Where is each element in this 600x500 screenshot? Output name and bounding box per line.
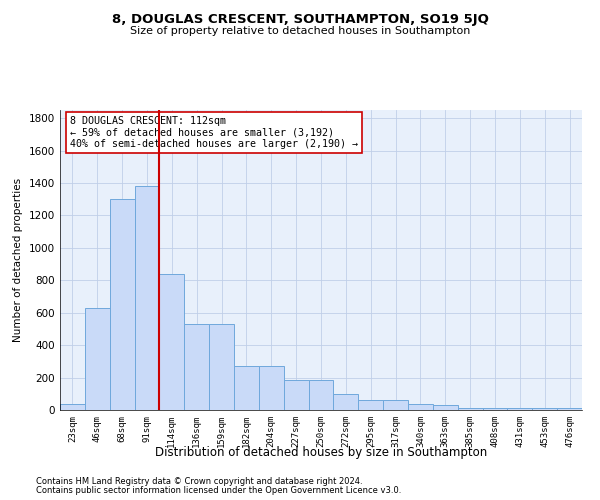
Text: Contains HM Land Registry data © Crown copyright and database right 2024.: Contains HM Land Registry data © Crown c… bbox=[36, 477, 362, 486]
Bar bbox=[532, 408, 557, 410]
Bar bbox=[557, 408, 582, 410]
Bar bbox=[458, 408, 482, 410]
Bar bbox=[184, 324, 209, 410]
Bar bbox=[334, 394, 358, 410]
Bar bbox=[209, 324, 234, 410]
Bar bbox=[284, 380, 308, 410]
Bar bbox=[482, 408, 508, 410]
Text: Distribution of detached houses by size in Southampton: Distribution of detached houses by size … bbox=[155, 446, 487, 459]
Bar bbox=[85, 308, 110, 410]
Text: 8 DOUGLAS CRESCENT: 112sqm
← 59% of detached houses are smaller (3,192)
40% of s: 8 DOUGLAS CRESCENT: 112sqm ← 59% of deta… bbox=[70, 116, 358, 149]
Y-axis label: Number of detached properties: Number of detached properties bbox=[13, 178, 23, 342]
Text: Contains public sector information licensed under the Open Government Licence v3: Contains public sector information licen… bbox=[36, 486, 401, 495]
Bar bbox=[160, 274, 184, 410]
Bar bbox=[308, 380, 334, 410]
Bar bbox=[433, 405, 458, 410]
Bar bbox=[358, 400, 383, 410]
Bar bbox=[259, 366, 284, 410]
Bar bbox=[508, 408, 532, 410]
Bar bbox=[134, 186, 160, 410]
Text: Size of property relative to detached houses in Southampton: Size of property relative to detached ho… bbox=[130, 26, 470, 36]
Text: 8, DOUGLAS CRESCENT, SOUTHAMPTON, SO19 5JQ: 8, DOUGLAS CRESCENT, SOUTHAMPTON, SO19 5… bbox=[112, 12, 488, 26]
Bar bbox=[110, 199, 134, 410]
Bar bbox=[60, 404, 85, 410]
Bar bbox=[383, 400, 408, 410]
Bar bbox=[408, 404, 433, 410]
Bar bbox=[234, 366, 259, 410]
